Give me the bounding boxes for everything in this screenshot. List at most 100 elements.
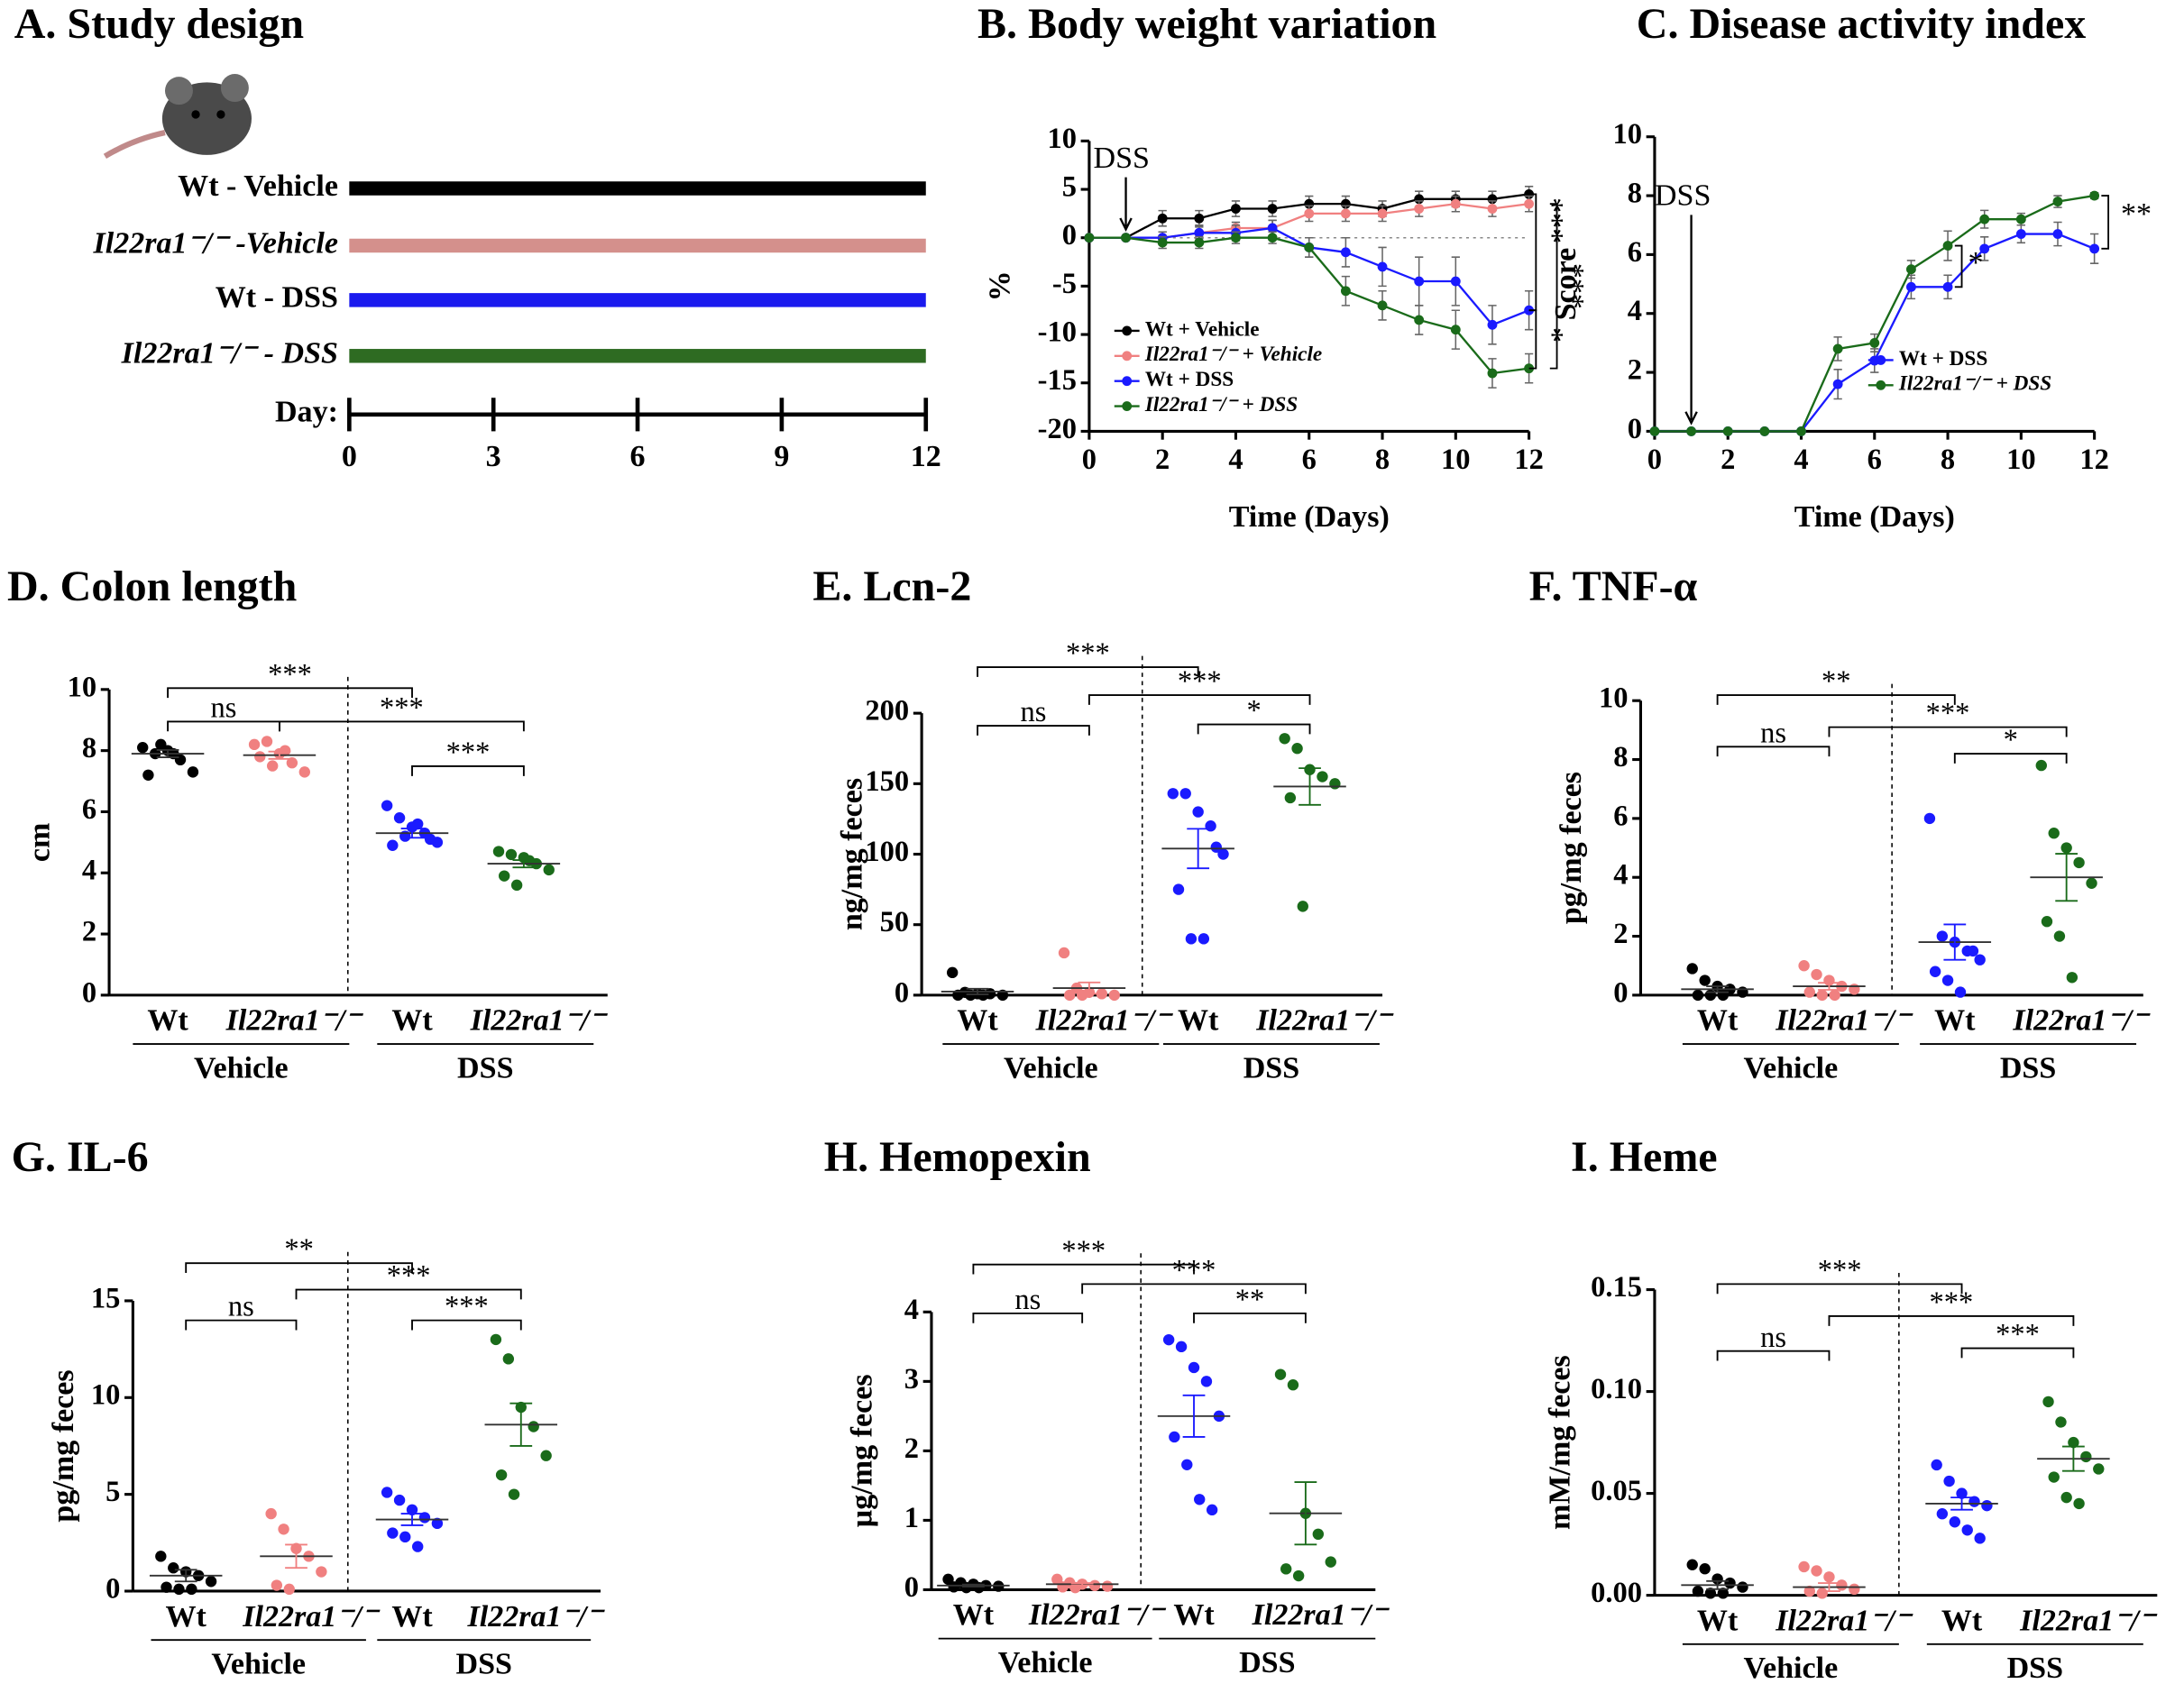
x-tick-label: Il22ra1⁻/⁻	[470, 1004, 608, 1038]
data-point	[1941, 975, 1954, 986]
y-tick-label: 3	[904, 1363, 919, 1396]
data-point	[1329, 778, 1341, 790]
data-point	[1179, 788, 1191, 800]
legend-marker	[1122, 376, 1133, 387]
data-point	[492, 846, 505, 857]
sig-label: ***	[1996, 1319, 2040, 1351]
x-tick-label: Wt	[1697, 1004, 1739, 1038]
data-point	[1816, 1588, 1828, 1599]
y-axis-label: pg/mg feces	[1555, 772, 1588, 924]
data-point	[1304, 243, 1315, 252]
data-point	[1686, 963, 1698, 975]
sig-label: ***	[1172, 1254, 1216, 1286]
y-tick-label: 4	[1613, 859, 1628, 892]
data-point	[2048, 828, 2060, 839]
data-point	[2048, 1471, 2060, 1483]
x-tick-label: Wt	[1941, 1604, 1983, 1637]
data-point	[2086, 877, 2097, 889]
x-tick-label: Wt	[1697, 1604, 1739, 1637]
y-tick-label: 0.05	[1591, 1475, 1642, 1507]
y-tick-label: -15	[1038, 364, 1077, 397]
data-point	[1936, 930, 1949, 942]
sig-label: ns	[1021, 696, 1047, 728]
data-point	[1943, 1475, 1955, 1487]
x-tick-label: 2	[1155, 444, 1170, 476]
x-tick-label: Wt	[1934, 1004, 1976, 1038]
x-tick-label: Il22ra1⁻/⁻	[1775, 1004, 1913, 1038]
data-point	[1280, 1563, 1292, 1575]
y-axis-label: µg/mg feces	[845, 1374, 878, 1527]
data-point	[1206, 1504, 1218, 1516]
y-axis-label: mM/mg feces	[1544, 1355, 1577, 1530]
y-tick-label: 200	[865, 695, 909, 728]
legend-label: Wt + DSS	[1145, 368, 1234, 391]
data-point	[1297, 901, 1308, 912]
group-label: Wt - Vehicle	[178, 169, 338, 203]
annotation: DSS	[1094, 142, 1150, 175]
group-label: Vehicle	[1004, 1051, 1098, 1084]
data-point	[2073, 856, 2085, 869]
sig-bracket	[167, 687, 413, 699]
legend-label: Wt + Vehicle	[1145, 317, 1260, 341]
data-point	[1832, 343, 1843, 354]
data-point	[508, 1488, 520, 1500]
data-point	[1699, 1563, 1711, 1575]
x-tick-label: Wt	[391, 1004, 433, 1038]
x-tick-label: 10	[1441, 444, 1470, 476]
sem-bar	[285, 1543, 307, 1569]
y-tick-label: 0	[895, 976, 909, 1009]
sig-bracket	[1081, 1283, 1307, 1295]
data-point	[2052, 229, 2063, 239]
data-point	[424, 833, 436, 846]
data-point	[1064, 989, 1076, 1002]
data-point	[1931, 1459, 1942, 1471]
y-tick-label: 6	[1613, 800, 1628, 832]
x-tick-label: Il22ra1⁻/⁻	[1252, 1598, 1390, 1632]
data-point	[1717, 1588, 1729, 1599]
data-point	[2015, 214, 2026, 224]
data-point	[2053, 930, 2066, 942]
x-tick-label: 4	[1794, 444, 1808, 476]
x-tick-label: Wt	[953, 1598, 995, 1632]
data-point	[266, 760, 279, 772]
sem-bar	[400, 1513, 424, 1526]
x-tick-label: Wt	[391, 1600, 433, 1634]
y-tick-label: 6	[82, 793, 96, 826]
data-point	[1906, 264, 1916, 275]
y-tick-label: 0	[82, 976, 96, 1009]
data-point	[1101, 1580, 1114, 1592]
data-point	[1172, 883, 1185, 895]
data-point	[431, 1517, 444, 1530]
data-point	[381, 800, 393, 811]
data-point	[942, 1573, 954, 1586]
data-point	[1279, 733, 1290, 745]
y-tick-label: 0.10	[1591, 1373, 1642, 1405]
group-label: Vehicle	[1744, 1051, 1839, 1084]
y-tick-label: 4	[82, 855, 96, 887]
sig-bracket	[1828, 726, 2068, 737]
legend-marker	[1122, 401, 1133, 411]
data-point	[155, 1551, 167, 1562]
data-point	[1704, 1588, 1717, 1599]
group-bar	[349, 238, 926, 253]
data-point	[2060, 1491, 2072, 1504]
data-point	[1377, 208, 1388, 219]
data-point	[1974, 954, 1986, 965]
sig-bracket	[185, 1262, 413, 1273]
x-tick-label: 9	[774, 440, 789, 473]
sig-bracket	[1716, 746, 1831, 757]
group-label: DSS	[1239, 1646, 1295, 1679]
sig-bracket	[411, 765, 525, 776]
x-tick-label: 6	[1867, 444, 1882, 476]
panel-title: B. Body weight variation	[977, 0, 1436, 48]
data-point	[1722, 426, 1733, 436]
sig-label: ***	[1178, 665, 1222, 698]
data-point	[1267, 204, 1278, 214]
data-point	[948, 1581, 959, 1593]
y-tick-label: 2	[1613, 918, 1628, 950]
dss-arrow	[1119, 177, 1133, 233]
data-point	[1524, 198, 1535, 209]
sem-bar	[1070, 1582, 1094, 1587]
data-point	[1717, 989, 1729, 1002]
panel-title: F. TNF-α	[1529, 563, 1698, 610]
